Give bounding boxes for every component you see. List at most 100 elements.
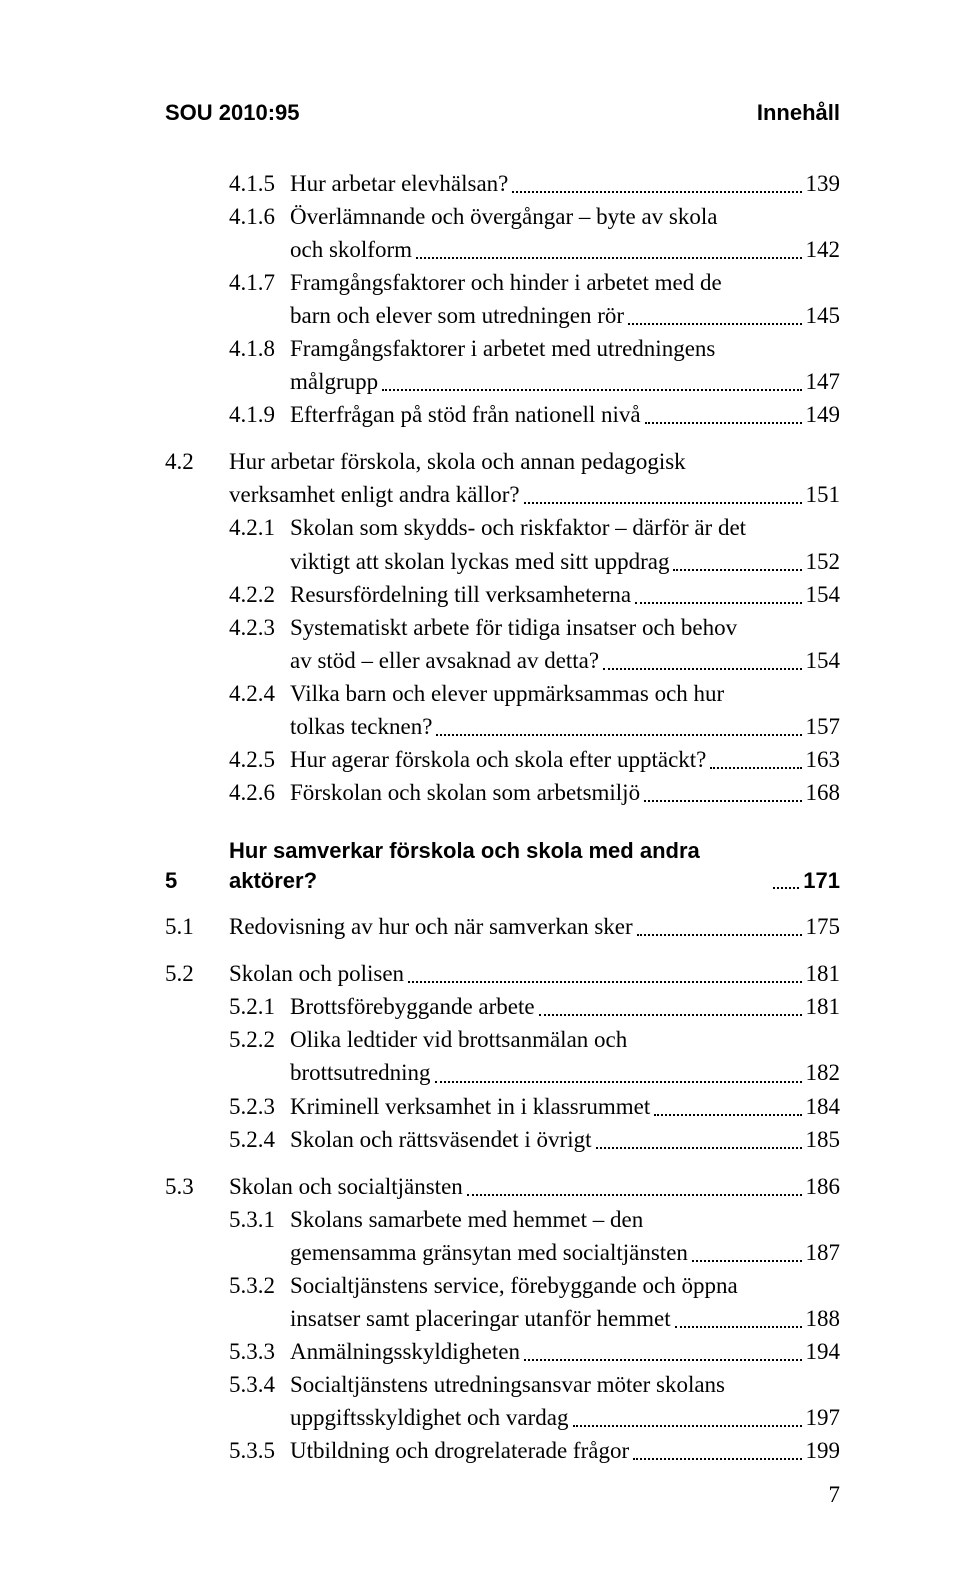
toc-page: 157 xyxy=(806,711,841,742)
toc-entry: tolkas tecknen?157 xyxy=(165,711,840,742)
dot-leader xyxy=(628,323,801,325)
toc-entry: 5.3.3Anmälningsskyldigheten194 xyxy=(165,1336,840,1367)
toc-page: 181 xyxy=(806,958,841,989)
toc-number: 5 xyxy=(165,866,229,896)
dot-leader xyxy=(382,389,801,391)
toc-number: 5.2.2 xyxy=(165,1024,290,1055)
toc-title: Efterfrågan på stöd från nationell nivå xyxy=(290,399,641,430)
toc-page: 181 xyxy=(806,991,841,1022)
toc-number: 5.3.1 xyxy=(165,1204,290,1235)
toc-entry: brottsutredning182 xyxy=(165,1057,840,1088)
running-header: SOU 2010:95 Innehåll xyxy=(165,100,840,126)
toc-entry: verksamhet enligt andra källor?151 xyxy=(165,479,840,510)
toc-title: viktigt att skolan lyckas med sitt uppdr… xyxy=(290,546,669,577)
toc-entry: 4.2Hur arbetar förskola, skola och annan… xyxy=(165,446,840,477)
dot-leader xyxy=(436,734,801,736)
toc-entry: 4.2.2Resursfördelning till verksamhetern… xyxy=(165,579,840,610)
toc-title: Redovisning av hur och när samverkan ske… xyxy=(229,911,633,942)
toc-entry: uppgiftsskyldighet och vardag197 xyxy=(165,1402,840,1433)
dot-leader xyxy=(524,502,802,504)
toc-title: Skolan som skydds- och riskfaktor – därf… xyxy=(290,512,746,543)
toc-title: Hur arbetar elevhälsan? xyxy=(290,168,508,199)
toc-entry: 4.1.5Hur arbetar elevhälsan? 139 xyxy=(165,168,840,199)
toc-number: 4.2 xyxy=(165,446,229,477)
toc-title: Vilka barn och elever uppmärksammas och … xyxy=(290,678,724,709)
toc-page: 194 xyxy=(806,1336,841,1367)
dot-leader xyxy=(539,1014,802,1016)
toc-entry: insatser samt placeringar utanför hemmet… xyxy=(165,1303,840,1334)
toc-entry: 5.2Skolan och polisen181 xyxy=(165,958,840,989)
toc-page: 142 xyxy=(806,234,841,265)
toc-number: 4.1.7 xyxy=(165,267,290,298)
toc-entry: 5.3.1Skolans samarbete med hemmet – den xyxy=(165,1204,840,1235)
toc-number: 5.3.5 xyxy=(165,1435,290,1466)
toc-title: Socialtjänstens service, förebyggande oc… xyxy=(290,1270,738,1301)
toc-page: 199 xyxy=(806,1435,841,1466)
toc-title: uppgiftsskyldighet och vardag xyxy=(290,1402,569,1433)
toc-title: Utbildning och drogrelaterade frågor xyxy=(290,1435,629,1466)
toc-title: Skolan och socialtjänsten xyxy=(229,1171,463,1202)
toc-title: gemensamma gränsytan med socialtjänsten xyxy=(290,1237,688,1268)
toc-entry: 4.1.6Överlämnande och övergångar – byte … xyxy=(165,201,840,232)
toc-entry: och skolform 142 xyxy=(165,234,840,265)
page: SOU 2010:95 Innehåll 4.1.5Hur arbetar el… xyxy=(0,0,960,1578)
toc-entry: målgrupp 147 xyxy=(165,366,840,397)
toc-page: 188 xyxy=(806,1303,841,1334)
toc-title: målgrupp xyxy=(290,366,378,397)
toc-page: 185 xyxy=(806,1124,841,1155)
dot-leader xyxy=(644,800,801,802)
toc-page: 171 xyxy=(803,866,840,896)
toc-number: 4.1.5 xyxy=(165,168,290,199)
toc-title: Socialtjänstens utredningsansvar möter s… xyxy=(290,1369,725,1400)
toc-entry: 4.1.7Framgångsfaktorer och hinder i arbe… xyxy=(165,267,840,298)
toc-entry: 4.1.9Efterfrågan på stöd från nationell … xyxy=(165,399,840,430)
dot-leader xyxy=(573,1425,802,1427)
toc-entry: 5.2.4Skolan och rättsväsendet i övrigt18… xyxy=(165,1124,840,1155)
toc-page: 182 xyxy=(806,1057,841,1088)
toc-number: 4.2.6 xyxy=(165,777,290,808)
dot-leader xyxy=(467,1194,802,1196)
toc-title: Anmälningsskyldigheten xyxy=(290,1336,520,1367)
toc-page: 175 xyxy=(806,911,841,942)
toc-title: Skolan och rättsväsendet i övrigt xyxy=(290,1124,592,1155)
toc-number: 5.2.3 xyxy=(165,1091,290,1122)
dot-leader xyxy=(637,934,802,936)
toc-number: 5.3 xyxy=(165,1171,229,1202)
toc-entry: 4.2.4Vilka barn och elever uppmärksammas… xyxy=(165,678,840,709)
toc-page: 145 xyxy=(806,300,841,331)
toc-page: 152 xyxy=(806,546,841,577)
toc-entry: 5.3.4Socialtjänstens utredningsansvar mö… xyxy=(165,1369,840,1400)
toc-entry: 4.1.8Framgångsfaktorer i arbetet med utr… xyxy=(165,333,840,364)
toc-entry: 5.3.2Socialtjänstens service, förebyggan… xyxy=(165,1270,840,1301)
toc-page: 149 xyxy=(806,399,841,430)
toc-title: Olika ledtider vid brottsanmälan och xyxy=(290,1024,627,1055)
toc-title: Hur agerar förskola och skola efter uppt… xyxy=(290,744,706,775)
toc-title: Framgångsfaktorer och hinder i arbetet m… xyxy=(290,267,722,298)
toc-entry: 4.2.3Systematiskt arbete för tidiga insa… xyxy=(165,612,840,643)
dot-leader xyxy=(633,1458,801,1460)
dot-leader xyxy=(512,191,801,193)
header-left: SOU 2010:95 xyxy=(165,100,300,126)
toc-page: 151 xyxy=(806,479,841,510)
dot-leader xyxy=(596,1147,802,1149)
dot-leader xyxy=(773,887,799,889)
toc-title: Resursfördelning till verksamheterna xyxy=(290,579,631,610)
dot-leader xyxy=(692,1260,802,1262)
toc-page: 139 xyxy=(806,168,841,199)
toc-entry: 5.3.5Utbildning och drogrelaterade frågo… xyxy=(165,1435,840,1466)
dot-leader xyxy=(673,569,801,571)
toc-page: 147 xyxy=(806,366,841,397)
page-number: 7 xyxy=(829,1482,841,1508)
dot-leader xyxy=(675,1326,802,1328)
dot-leader xyxy=(645,422,802,424)
toc-title: och skolform xyxy=(290,234,412,265)
toc-entry: gemensamma gränsytan med socialtjänsten1… xyxy=(165,1237,840,1268)
toc-number: 5.1 xyxy=(165,911,229,942)
toc-entry: av stöd – eller avsaknad av detta?154 xyxy=(165,645,840,676)
toc-title: insatser samt placeringar utanför hemmet xyxy=(290,1303,671,1334)
toc-number: 4.2.1 xyxy=(165,512,290,543)
toc-title: Kriminell verksamhet in i klassrummet xyxy=(290,1091,650,1122)
toc-entry: 5.1Redovisning av hur och när samverkan … xyxy=(165,911,840,942)
toc-title: barn och elever som utredningen rör xyxy=(290,300,624,331)
toc-title: Förskolan och skolan som arbetsmiljö xyxy=(290,777,640,808)
